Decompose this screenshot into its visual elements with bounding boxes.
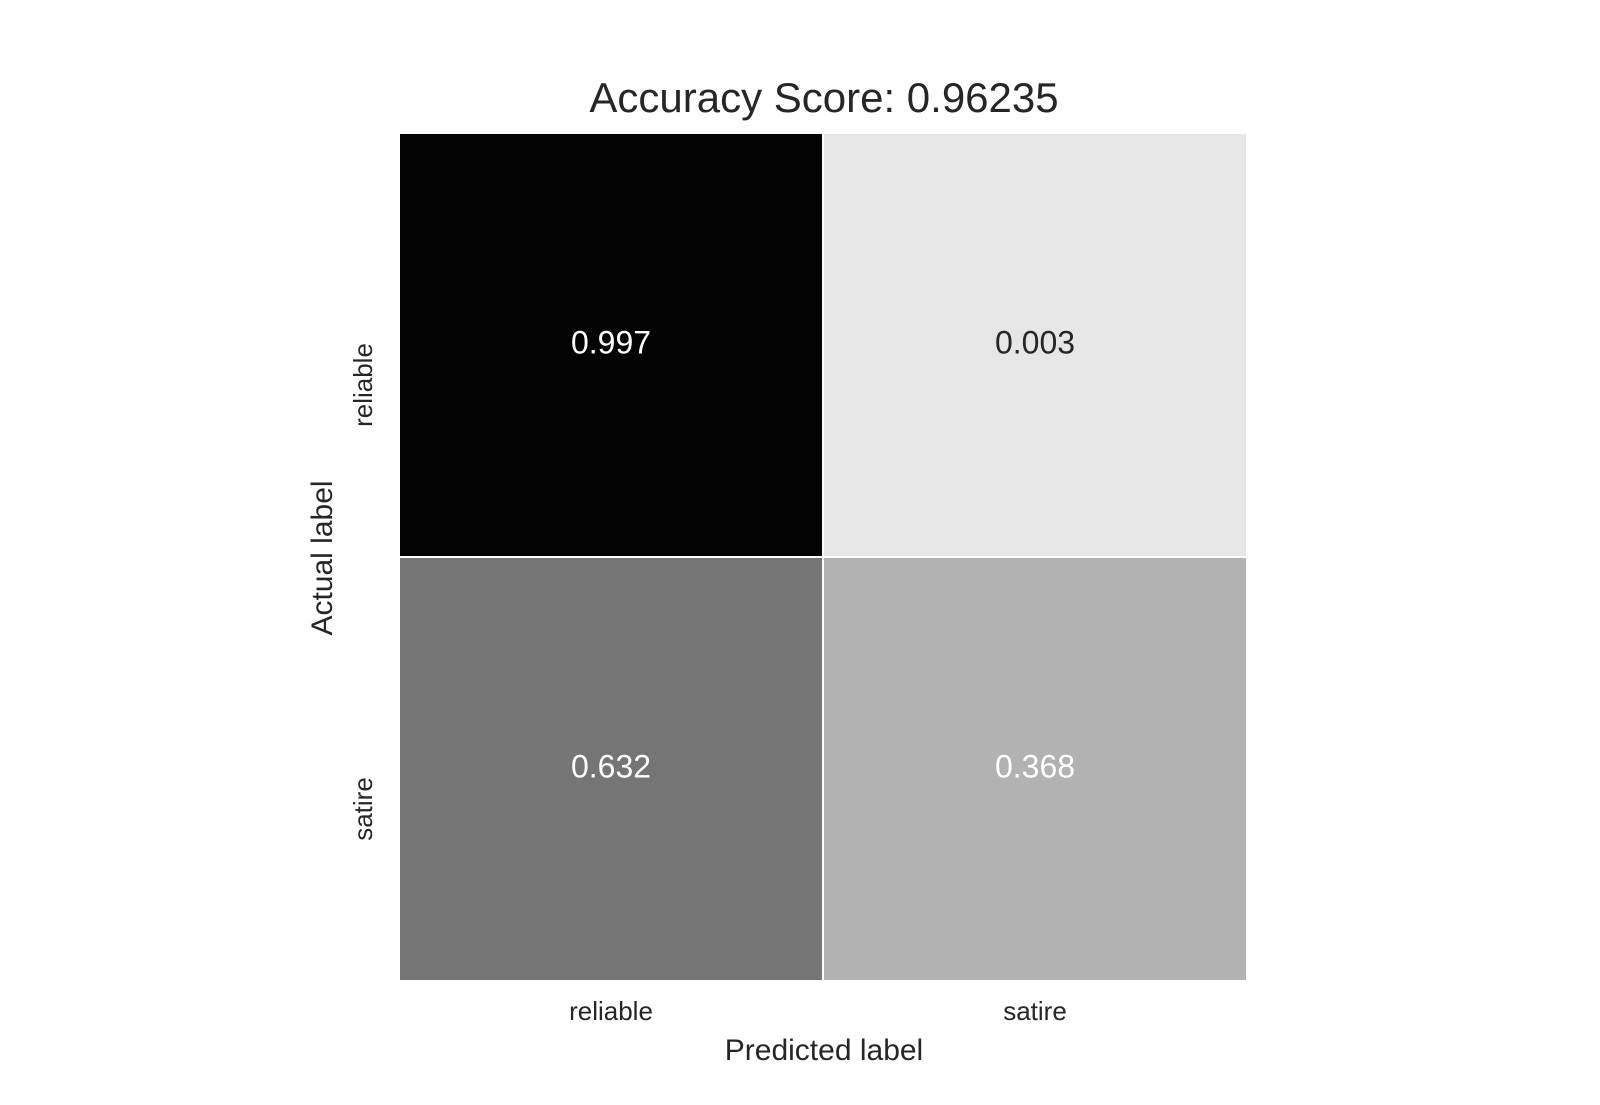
cell-value-label-reliable-satire: 0.003	[995, 324, 1075, 360]
y-tick-label-satire: satire	[348, 777, 378, 841]
y-tick-label-reliable: reliable	[348, 343, 378, 427]
heatmap-cell-satire-satire	[822, 556, 1248, 982]
heatmap-cell-satire-reliable	[398, 556, 824, 982]
x-axis-label: Predicted label	[725, 1034, 923, 1067]
x-axis-tick-labels: reliable satire	[569, 996, 1067, 1026]
cell-value-label-satire-satire: 0.368	[995, 748, 1075, 784]
y-axis-label: Actual label	[306, 480, 339, 635]
y-axis-tick-labels: reliable satire	[348, 343, 378, 841]
chart-title: Accuracy Score: 0.96235	[589, 74, 1058, 121]
heatmap-cell-reliable-reliable	[398, 132, 824, 558]
heatmap-cell-reliable-satire	[822, 132, 1248, 558]
heatmap-cells	[398, 132, 1248, 982]
x-tick-label-satire: satire	[1003, 996, 1067, 1026]
cell-value-label-satire-reliable: 0.632	[571, 748, 651, 784]
x-tick-label-reliable: reliable	[569, 996, 653, 1026]
cell-value-label-reliable-reliable: 0.997	[571, 324, 651, 360]
heatmap-cell-labels: 0.997 0.003 0.632 0.368	[571, 324, 1075, 784]
